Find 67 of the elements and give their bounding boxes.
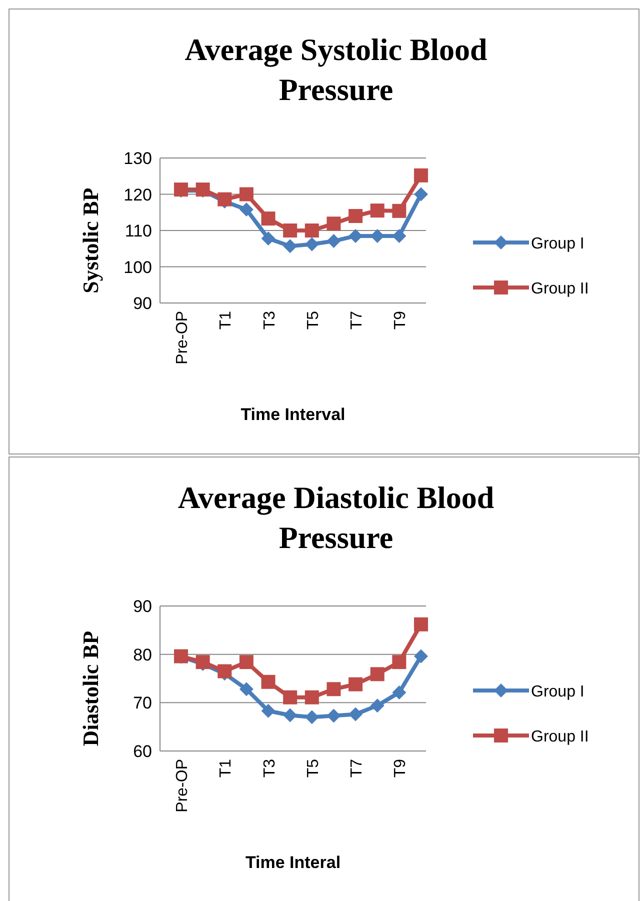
point xyxy=(283,224,298,238)
legend-label: Group II xyxy=(531,280,589,298)
y-tick-label: 90 xyxy=(133,294,152,313)
point xyxy=(392,228,406,243)
point xyxy=(239,682,254,696)
legend-label: Group II xyxy=(531,728,589,746)
y-tick-label: 100 xyxy=(124,258,152,277)
point xyxy=(414,617,428,632)
x-tick-label: T9 xyxy=(392,310,410,330)
x-tick-label: Pre-OP xyxy=(174,311,191,364)
point xyxy=(326,216,341,231)
y-tick-label: 80 xyxy=(133,645,152,664)
point xyxy=(348,707,363,722)
legend-label: Group I xyxy=(531,236,584,252)
x-tick-label: T1 xyxy=(218,310,235,330)
x-tick-label: T7 xyxy=(348,758,366,778)
x-tick-label: T1 xyxy=(218,758,235,778)
point xyxy=(218,664,232,678)
x-tick-label: T3 xyxy=(261,310,278,330)
point xyxy=(261,212,276,226)
x-axis-title: Time Interval xyxy=(240,405,346,424)
point xyxy=(261,231,276,246)
point xyxy=(261,674,276,689)
y-tick-label: 90 xyxy=(133,597,152,616)
point xyxy=(218,192,232,206)
point xyxy=(326,708,341,723)
point xyxy=(414,649,428,664)
y-tick-label: 110 xyxy=(124,222,152,240)
chart-title: Average Systolic Blood Pressure xyxy=(184,32,488,107)
point xyxy=(392,686,406,700)
x-tick-label: T9 xyxy=(392,758,410,778)
point xyxy=(283,690,298,704)
point xyxy=(370,698,384,713)
point xyxy=(326,682,341,696)
x-axis-title: Time Interal xyxy=(245,853,341,872)
y-tick-label: 60 xyxy=(133,742,152,761)
point xyxy=(239,187,254,202)
y-tick-label: 120 xyxy=(124,185,152,204)
point xyxy=(304,710,319,724)
point xyxy=(392,655,406,670)
point xyxy=(283,239,298,254)
point xyxy=(239,202,254,216)
point xyxy=(414,168,428,182)
x-tick-label: T5 xyxy=(304,310,322,330)
x-tick-label: T7 xyxy=(348,310,366,330)
point xyxy=(304,690,319,704)
x-tick-label: T5 xyxy=(304,758,322,778)
point xyxy=(304,237,319,252)
chart-title: Average Diastolic Blood Pressure xyxy=(178,480,494,555)
point xyxy=(392,204,406,218)
point xyxy=(348,677,363,692)
x-tick-label: Pre-OP xyxy=(174,759,191,812)
y-tick-label: 70 xyxy=(133,694,152,713)
point xyxy=(304,224,319,238)
point xyxy=(370,667,384,682)
point xyxy=(326,234,341,248)
y-axis-title: Diastolic BP xyxy=(78,630,103,746)
point xyxy=(283,708,298,722)
point xyxy=(370,204,384,218)
point xyxy=(348,209,363,223)
y-axis-title: Systolic BP xyxy=(78,188,103,294)
point xyxy=(239,655,254,670)
legend-label: Group I xyxy=(531,684,584,700)
point xyxy=(261,704,276,718)
point xyxy=(414,187,428,202)
y-tick-label: 130 xyxy=(124,149,152,168)
x-tick-label: T3 xyxy=(261,758,278,778)
